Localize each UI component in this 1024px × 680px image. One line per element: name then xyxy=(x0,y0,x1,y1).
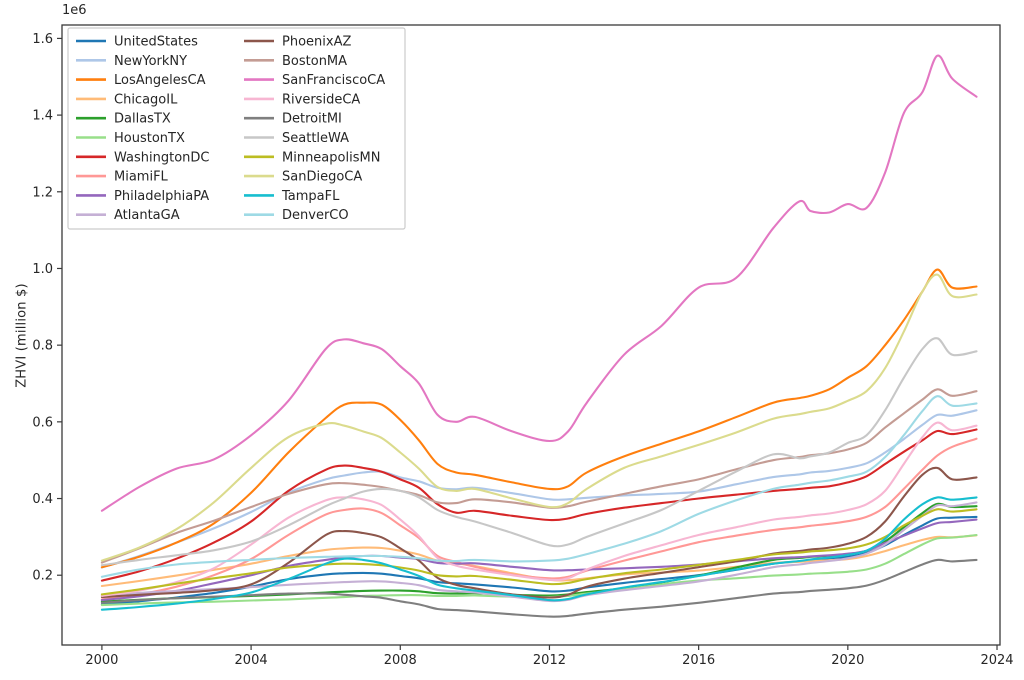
series-line-sandiegoca xyxy=(100,273,978,562)
series-line-detroitmi xyxy=(100,558,978,618)
legend-label-washingtondc: WashingtonDC xyxy=(114,150,209,165)
y-tick-label: 1.0 xyxy=(32,262,53,277)
series-line-newyorkny xyxy=(100,409,978,569)
legend-label-denverco: DenverCO xyxy=(282,208,349,223)
legend-label-unitedstates: UnitedStates xyxy=(114,35,198,50)
y-axis-offset-label: 1e6 xyxy=(62,3,87,18)
legend-label-newyorkny: NewYorkNY xyxy=(114,54,187,69)
legend-label-detroitmi: DetroitMI xyxy=(282,112,342,127)
legend-label-minneapolismn: MinneapolisMN xyxy=(282,150,380,165)
y-tick-label: 0.6 xyxy=(32,415,53,430)
legend-label-dallastx: DallasTX xyxy=(114,112,171,127)
legend-label-miamifl: MiamiFL xyxy=(114,170,169,185)
series-line-bostonma xyxy=(100,388,978,564)
x-tick-label: 2012 xyxy=(533,653,566,668)
y-tick-label: 1.6 xyxy=(32,32,53,47)
series-line-minneapolismn xyxy=(100,508,978,596)
series-line-atlantaga xyxy=(100,501,978,603)
series-line-houstontx xyxy=(100,533,978,607)
series-line-riversideca xyxy=(100,421,978,597)
series-line-tampafl xyxy=(100,496,978,611)
legend-label-sanfranciscoca: SanFranciscoCA xyxy=(282,73,385,88)
series-line-chicagoil xyxy=(100,534,978,588)
legend-label-losangelesca: LosAngelesCA xyxy=(114,73,206,88)
legend-label-riversideca: RiversideCA xyxy=(282,92,360,107)
series-line-washingtondc xyxy=(100,428,978,582)
y-tick-label: 0.2 xyxy=(32,569,53,584)
x-tick-label: 2008 xyxy=(384,653,417,668)
legend-label-chicagoil: ChicagoIL xyxy=(114,92,178,107)
legend-label-houstontx: HoustonTX xyxy=(114,131,185,146)
legend-label-seattlewa: SeattleWA xyxy=(282,131,349,146)
legend-label-sandiegoca: SanDiegoCA xyxy=(282,170,362,185)
x-tick-label: 2004 xyxy=(235,653,268,668)
legend-label-tampafl: TampaFL xyxy=(281,189,340,204)
x-tick-label: 2000 xyxy=(85,653,118,668)
legend-box xyxy=(67,27,406,230)
y-tick-label: 0.8 xyxy=(32,339,53,354)
legend-label-philadelphiapa: PhiladelphiaPA xyxy=(114,189,209,204)
y-tick-label: 0.4 xyxy=(32,492,53,507)
x-tick-label: 2020 xyxy=(831,653,864,668)
x-tick-label: 2016 xyxy=(682,653,715,668)
legend-label-atlantaga: AtlantaGA xyxy=(114,208,180,223)
series-line-seattlewa xyxy=(100,337,978,567)
y-axis-label: ZHVI (million $) xyxy=(14,283,30,388)
x-tick-label: 2024 xyxy=(980,653,1013,668)
series-line-sanfranciscoca xyxy=(100,54,978,512)
y-tick-label: 1.4 xyxy=(32,109,53,124)
legend-label-bostonma: BostonMA xyxy=(282,54,347,69)
plot-border xyxy=(61,24,1001,646)
legend-label-phoenixaz: PhoenixAZ xyxy=(282,35,351,50)
series-line-phoenixaz xyxy=(100,466,978,599)
y-tick-label: 1.2 xyxy=(32,185,53,200)
series-line-miamifl xyxy=(100,437,978,601)
series-line-denverco xyxy=(100,395,978,578)
